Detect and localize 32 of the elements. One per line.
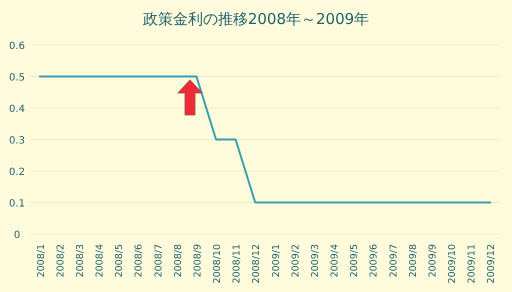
x-tick-label: 2008/10 (212, 244, 224, 284)
x-tick-label: 2009/7 (388, 244, 400, 278)
x-tick-label: 2008/6 (134, 244, 145, 278)
y-tick-label: 0.1 (9, 198, 25, 210)
x-tick-label: 2009/8 (408, 244, 419, 278)
x-tick-label: 2009/9 (427, 244, 438, 278)
x-tick-label: 2008/7 (153, 244, 164, 278)
x-tick-label: 2008/12 (251, 244, 262, 284)
x-tick-label: 2008/5 (114, 244, 126, 278)
x-tick-label: 2008/11 (232, 244, 243, 284)
x-tick-label: 2009/6 (368, 244, 380, 278)
y-tick-label: 0.4 (9, 104, 25, 115)
x-tick-label: 2009/10 (447, 244, 458, 284)
x-tick-label: 2008/9 (192, 244, 204, 278)
x-tick-label: 2009/3 (310, 244, 321, 278)
x-tick-label: 2008/2 (55, 244, 66, 278)
y-tick-label: 0.2 (9, 167, 25, 178)
y-tick-label: 0.3 (9, 136, 25, 146)
x-tick-label: 2008/4 (94, 244, 106, 278)
x-tick-label: 2009/4 (330, 244, 341, 278)
x-tick-label: 2008/8 (172, 244, 184, 278)
x-tick-label: 2009/12 (486, 244, 498, 284)
y-tick-label: 0 (14, 230, 20, 241)
x-tick-label: 2009/11 (466, 244, 478, 284)
chart-title: 政策金利の推移2008年～2009年 (142, 10, 370, 28)
x-tick-label: 2008/3 (74, 244, 86, 278)
x-tick-label: 2009/5 (349, 244, 360, 278)
x-tick-label: 2009/2 (290, 244, 302, 278)
y-tick-label: 0.5 (9, 72, 25, 84)
x-tick-label: 2009/1 (270, 244, 282, 278)
y-tick-label: 0.6 (9, 41, 25, 52)
x-tick-label: 2008/1 (36, 244, 47, 278)
